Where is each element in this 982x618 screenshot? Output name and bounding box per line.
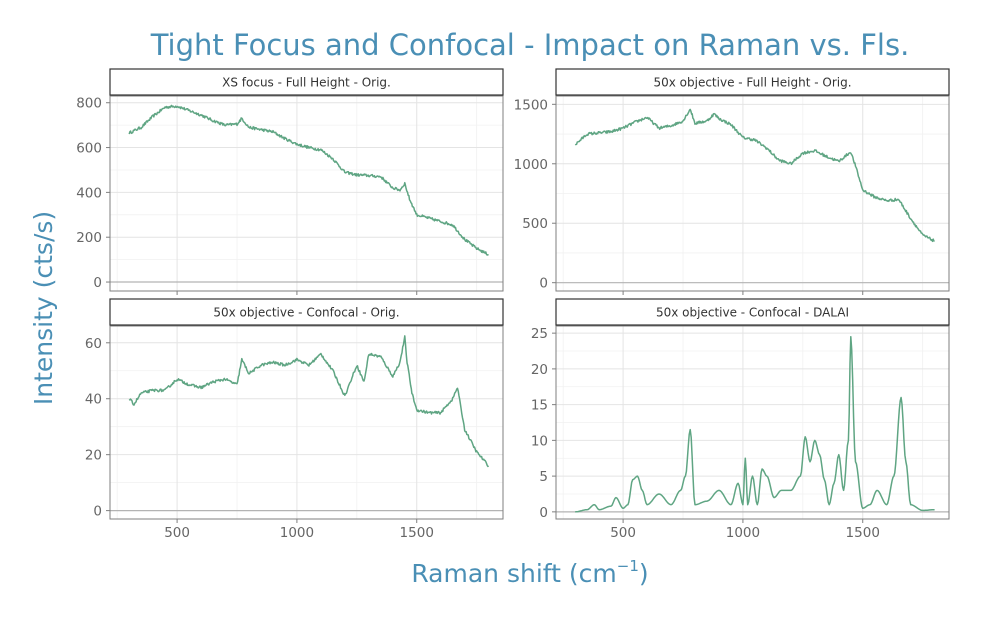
y-tick-label: 400: [76, 185, 102, 201]
x-axis-title-paren-open: (: [561, 559, 579, 588]
facet-strip: [555, 298, 950, 326]
panel-border: [555, 325, 950, 520]
spectrum-line: [574, 108, 935, 243]
y-tick-label: 25: [531, 326, 548, 342]
panel-4: 500 1000 1500 0 5 10 15 20 25 50x objective - Con…: [531, 298, 950, 541]
y-tick-label: 5: [539, 469, 548, 485]
y-tick-label: 0: [539, 505, 548, 521]
x-axis-title-paren-close: ): [639, 559, 649, 588]
facet-strip: [109, 298, 504, 326]
facet-strip-label: 50x objective - Confocal - DALAI: [656, 306, 849, 320]
panel-border: [109, 325, 504, 520]
y-tick-label: 15: [531, 398, 548, 414]
y-tick-label: 40: [85, 392, 102, 408]
facet-strip-label: 50x objective - Full Height - Orig.: [653, 76, 851, 90]
y-tick-label: 0: [93, 275, 102, 291]
x-tick-label: 1000: [726, 525, 760, 541]
y-tick-label: 1000: [514, 157, 548, 173]
facet-panels: 500100015000200400600800XS focus - Full …: [76, 68, 950, 541]
y-tick-label: 1500: [514, 97, 548, 113]
x-tick-label: 1500: [400, 525, 434, 541]
y-tick-label: 0: [539, 276, 548, 292]
y-tick-label: 600: [76, 141, 102, 157]
facet-strip: [109, 68, 504, 96]
panel-3: 500 1000 1500 0 20 40 60 50x objective - Confoc…: [85, 298, 504, 541]
x-axis-title-unit-sup: −1: [617, 557, 639, 575]
y-axis-title: Intensity (cts/s): [29, 211, 58, 405]
facet-strip-label: XS focus - Full Height - Orig.: [222, 76, 391, 90]
y-tick-label: 0: [93, 504, 102, 520]
facet-strip-label: 50x objective - Confocal - Orig.: [213, 306, 399, 320]
panel-border: [555, 95, 950, 292]
y-tick-label: 10: [531, 433, 548, 449]
x-tick-label: 500: [164, 525, 190, 541]
panel-2: 5001000150005001000150050x objective - F…: [514, 68, 950, 313]
spectrum-line: [128, 335, 490, 468]
y-tick-label: 60: [85, 336, 102, 352]
y-tick-label: 20: [85, 448, 102, 464]
x-axis-title: Raman shift (cm−1): [411, 557, 648, 588]
y-tick-label: 800: [76, 96, 102, 112]
panel-1: 500100015000200400600800XS focus - Full …: [76, 68, 504, 313]
x-tick-label: 1500: [846, 525, 880, 541]
x-axis-title-unit: cm: [579, 559, 617, 588]
panel-border: [109, 95, 504, 292]
x-tick-label: 1000: [280, 525, 314, 541]
spectrum-line: [575, 335, 935, 513]
y-tick-label: 200: [76, 230, 102, 246]
facet-strip: [555, 68, 950, 96]
x-tick-label: 500: [610, 525, 636, 541]
spectrum-line: [128, 104, 489, 256]
y-tick-label: 20: [531, 362, 548, 378]
figure-title: Tight Focus and Confocal - Impact on Ram…: [150, 28, 910, 62]
x-axis-title-main: Raman shift: [411, 559, 561, 588]
y-tick-label: 500: [522, 216, 548, 232]
